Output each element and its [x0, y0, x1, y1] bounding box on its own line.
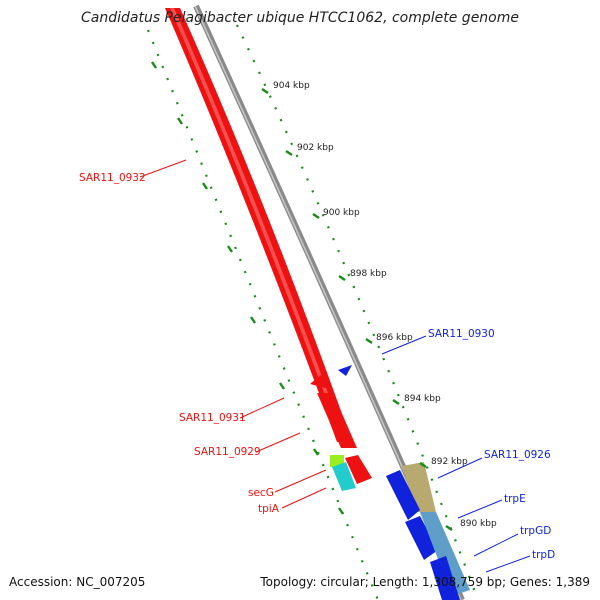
gene-block-trpgd [405, 516, 438, 560]
gene-label-trpd: trpD [532, 549, 555, 561]
gene-label-sar11-0926: SAR11_0926 [484, 449, 551, 461]
reverse-gene-leaders [139, 159, 327, 509]
tick-label-896: 896 kbp [376, 333, 413, 343]
accession-label: Accession: NC_007205 [9, 575, 145, 589]
gene-arrow-sar11-0929 [317, 393, 357, 448]
gene-arrow-secg-tpia-red [345, 455, 372, 484]
gene-label-trpe: trpE [504, 493, 526, 505]
gene-arrow-sar11-0930 [338, 365, 352, 376]
tick-label-890: 890 kbp [460, 519, 497, 529]
gene-label-sar11-0930: SAR11_0930 [428, 328, 495, 340]
tick-label-902: 902 kbp [297, 143, 334, 153]
forward-guide-ticks [261, 88, 453, 531]
reverse-strand-highlight [170, 8, 346, 442]
forward-guide-dotted-line [236, 24, 480, 600]
tick-label-894: 894 kbp [404, 394, 441, 404]
genome-summary: Topology: circular; Length: 1,308,759 bp… [259, 575, 590, 589]
tick-label-904: 904 kbp [273, 81, 310, 91]
gene-label-trpgd: trpGD [520, 525, 551, 537]
gene-block-trpd [430, 556, 460, 600]
tick-label-898: 898 kbp [350, 269, 387, 279]
gene-label-secg: secG [248, 487, 274, 499]
gene-block-tpia [332, 462, 356, 491]
tick-label-900: 900 kbp [323, 208, 360, 218]
map-title: Candidatus Pelagibacter ubique HTCC1062,… [81, 10, 519, 26]
gene-label-sar11-0931: SAR11_0931 [179, 412, 246, 424]
forward-gene-leaders [381, 335, 531, 573]
gene-label-sar11-0929: SAR11_0929 [194, 446, 261, 458]
gene-block-khaki [402, 462, 436, 512]
gene-block-steel [420, 512, 470, 596]
gene-label-sar11-0932: SAR11_0932 [79, 172, 146, 184]
gene-label-tpia: tpiA [258, 503, 280, 515]
tick-label-892: 892 kbp [431, 457, 468, 467]
reverse-guide-ticks [151, 61, 344, 515]
gene-arrow-sar11-0931 [310, 374, 332, 388]
gene-block-trpe [386, 470, 420, 520]
